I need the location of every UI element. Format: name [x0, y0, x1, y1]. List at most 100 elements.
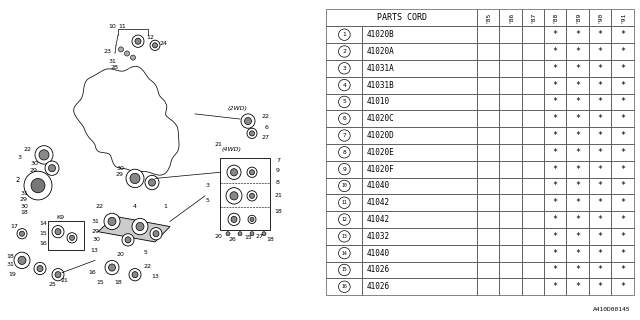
- Bar: [477, 178, 499, 194]
- Bar: [589, 110, 611, 127]
- Bar: [477, 127, 499, 144]
- Bar: [362, 144, 477, 161]
- Text: 41040: 41040: [367, 249, 390, 258]
- Bar: [477, 110, 499, 127]
- Bar: [499, 178, 522, 194]
- Bar: [499, 161, 522, 178]
- Text: 10: 10: [342, 183, 348, 188]
- Bar: [326, 178, 362, 194]
- Bar: [326, 93, 362, 110]
- Circle shape: [230, 192, 238, 200]
- Text: 30: 30: [20, 204, 28, 209]
- Circle shape: [45, 161, 59, 175]
- Text: 18: 18: [114, 280, 122, 285]
- Bar: [362, 110, 477, 127]
- Circle shape: [132, 35, 144, 47]
- Bar: [544, 60, 566, 77]
- Bar: [499, 77, 522, 93]
- Text: 6: 6: [342, 116, 346, 121]
- Bar: [362, 43, 477, 60]
- Bar: [611, 211, 634, 228]
- Text: *: *: [620, 232, 625, 241]
- Bar: [362, 60, 477, 77]
- Bar: [611, 110, 634, 127]
- Text: *: *: [553, 81, 558, 90]
- Text: 41020F: 41020F: [367, 164, 395, 174]
- Bar: [499, 228, 522, 245]
- Bar: [566, 144, 589, 161]
- Text: 19: 19: [8, 272, 16, 277]
- Text: *: *: [620, 282, 625, 291]
- Bar: [326, 144, 362, 161]
- Bar: [566, 245, 589, 261]
- Bar: [326, 127, 362, 144]
- Text: 15: 15: [39, 231, 47, 236]
- Circle shape: [105, 260, 119, 275]
- Bar: [611, 261, 634, 278]
- Text: *: *: [553, 215, 558, 224]
- Circle shape: [145, 175, 159, 190]
- Text: *: *: [598, 232, 603, 241]
- Bar: [326, 261, 362, 278]
- Circle shape: [131, 55, 136, 60]
- Text: *: *: [553, 64, 558, 73]
- Text: 1: 1: [163, 204, 167, 209]
- Bar: [522, 261, 544, 278]
- Text: 41010: 41010: [367, 97, 390, 107]
- Circle shape: [226, 188, 242, 204]
- Circle shape: [18, 256, 26, 264]
- Text: *: *: [598, 215, 603, 224]
- Text: *: *: [620, 30, 625, 39]
- Bar: [566, 77, 589, 93]
- Bar: [566, 161, 589, 178]
- Bar: [477, 194, 499, 211]
- Bar: [477, 77, 499, 93]
- Text: 29: 29: [30, 168, 38, 173]
- Circle shape: [37, 266, 43, 272]
- Bar: [544, 77, 566, 93]
- Circle shape: [52, 226, 64, 238]
- Bar: [566, 60, 589, 77]
- Circle shape: [231, 216, 237, 222]
- Circle shape: [14, 252, 30, 268]
- Text: '87: '87: [531, 12, 536, 23]
- Text: 13: 13: [342, 234, 348, 239]
- Bar: [544, 26, 566, 43]
- Text: 20: 20: [116, 252, 124, 257]
- Bar: [589, 10, 611, 26]
- Text: *: *: [620, 131, 625, 140]
- Bar: [362, 77, 477, 93]
- Text: *: *: [598, 249, 603, 258]
- Bar: [566, 194, 589, 211]
- Circle shape: [148, 179, 156, 186]
- Text: *: *: [553, 249, 558, 258]
- Bar: [566, 278, 589, 295]
- Bar: [362, 178, 477, 194]
- Text: *: *: [575, 114, 580, 123]
- Text: '85: '85: [486, 12, 491, 23]
- Bar: [544, 127, 566, 144]
- Bar: [566, 110, 589, 127]
- Bar: [589, 261, 611, 278]
- Text: 1: 1: [342, 32, 346, 37]
- Bar: [566, 26, 589, 43]
- Bar: [477, 10, 499, 26]
- Text: *: *: [620, 249, 625, 258]
- Text: 2: 2: [342, 49, 346, 54]
- Text: K9: K9: [56, 215, 64, 220]
- Bar: [362, 161, 477, 178]
- Bar: [522, 93, 544, 110]
- Bar: [499, 93, 522, 110]
- Text: 41020B: 41020B: [367, 30, 395, 39]
- Bar: [544, 278, 566, 295]
- Circle shape: [262, 232, 266, 236]
- Text: 9: 9: [276, 168, 280, 173]
- Circle shape: [52, 268, 64, 281]
- Text: *: *: [598, 148, 603, 157]
- Bar: [522, 60, 544, 77]
- Bar: [326, 245, 362, 261]
- Text: 7: 7: [276, 157, 280, 163]
- Text: 27: 27: [261, 135, 269, 140]
- Bar: [499, 26, 522, 43]
- Bar: [362, 127, 477, 144]
